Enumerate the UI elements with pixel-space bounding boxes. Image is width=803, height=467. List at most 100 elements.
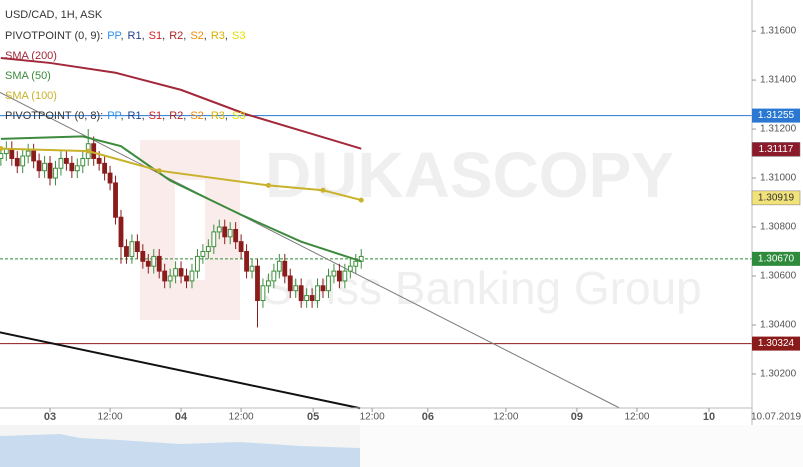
pivot-level: S3 — [232, 30, 245, 42]
candle-body — [129, 241, 135, 257]
pivot-level: S2 — [190, 110, 203, 122]
candle-body — [205, 246, 211, 253]
candle-body — [156, 255, 162, 272]
candle-body — [63, 157, 69, 164]
sma-point — [265, 182, 271, 188]
legend-entry: SMA (100) — [5, 90, 57, 102]
sma-point — [156, 168, 162, 174]
y-tick-label: 1.30200 — [760, 369, 797, 380]
x-tick-label: 12:00 — [229, 412, 254, 423]
candle-body — [69, 162, 75, 172]
candle-body — [145, 260, 151, 267]
pivot-separator: , — [225, 110, 228, 122]
x-tick-label: 06 — [422, 411, 434, 423]
candle-body — [293, 285, 299, 292]
sma-point — [0, 146, 4, 152]
x-tick-label: 03 — [44, 411, 56, 423]
y-tick-label: 1.30800 — [760, 222, 797, 233]
pivot-separator: , — [183, 110, 186, 122]
pivot-legend: PIVOTPOINT (0, 8): PP, R1, S1, R2, S2, R3, S3 — [5, 110, 245, 122]
candle-body — [336, 270, 342, 282]
x-tick-label: 12:00 — [98, 412, 123, 423]
price-label-bg — [752, 108, 800, 123]
candle-body — [309, 295, 315, 301]
legend-entry: SMA (50) — [5, 70, 51, 82]
sma-point — [320, 187, 326, 193]
candle-body — [227, 228, 233, 238]
sma-point — [358, 197, 364, 203]
pivot-level: R3 — [211, 30, 225, 42]
candle-body — [249, 265, 255, 272]
candle-body — [167, 275, 173, 282]
pivot-level: PP — [107, 110, 121, 122]
candle-body — [151, 255, 157, 267]
pivot-separator: , — [204, 30, 207, 42]
navigator-window — [360, 425, 803, 467]
pivot-separator: , — [162, 30, 165, 42]
pivot-separator: , — [142, 110, 145, 122]
sma-line — [0, 57, 362, 150]
candle-body — [195, 255, 200, 272]
candle-body — [140, 251, 146, 262]
candle-body — [353, 260, 359, 267]
candle-body — [211, 231, 217, 248]
candle-body — [320, 285, 326, 292]
candle-body — [331, 270, 337, 277]
x-tick-label: 10 — [703, 411, 715, 423]
y-tick-label: 1.31400 — [760, 75, 797, 86]
price-label: 1.30670 — [758, 253, 795, 264]
candle-body — [255, 265, 260, 301]
price-label-bg — [752, 336, 800, 351]
pivot-level: S1 — [149, 30, 162, 42]
candle-body — [58, 157, 64, 169]
pivot-level: R2 — [169, 30, 183, 42]
pivot-level: S2 — [190, 30, 203, 42]
candle-body — [0, 153, 4, 159]
candle-body — [233, 228, 239, 243]
navigator-area — [0, 434, 360, 467]
candle-body — [200, 251, 206, 257]
candle-body — [260, 285, 266, 301]
y-tick-label: 1.31600 — [760, 26, 797, 37]
pivot-level: R2 — [169, 110, 183, 122]
candle-body — [20, 155, 26, 167]
candle-body — [216, 226, 222, 233]
pivot-legend: PIVOTPOINT (0, 9): PP, R1, S1, R2, S2, R3, S3 — [5, 30, 245, 42]
candle-body — [14, 157, 20, 167]
pivot-separator: , — [162, 110, 165, 122]
x-tick-label: 12:00 — [493, 412, 518, 423]
candle-body — [298, 285, 304, 301]
trend-line — [0, 91, 621, 409]
candle-body — [189, 270, 195, 282]
pivot-legend-label: PIVOTPOINT (0, 9): — [5, 30, 103, 42]
pivot-level: S3 — [232, 110, 245, 122]
candle-body — [47, 162, 53, 179]
pivot-level: R1 — [128, 110, 142, 122]
axis-marker-bg — [751, 190, 801, 206]
candle-body — [173, 268, 179, 277]
candle-body — [276, 260, 282, 272]
axis-marker-label: 1.30919 — [758, 193, 795, 204]
watermark-brand: DUKASCOPY — [265, 139, 674, 211]
candle-body — [36, 160, 42, 172]
plot — [0, 57, 752, 410]
x-tick-label: 09 — [571, 411, 583, 423]
candle-body — [74, 165, 80, 172]
candle-body — [118, 216, 124, 248]
candle-body — [162, 270, 168, 282]
price-label: 1.30324 — [758, 338, 795, 349]
candle-body — [134, 241, 140, 253]
pivot-separator: , — [120, 110, 123, 122]
chart-title: USD/CAD, 1H, ASK — [5, 9, 103, 21]
candle-body — [238, 241, 244, 253]
candle-body — [315, 285, 320, 301]
candle-body — [96, 157, 102, 164]
pivot-separator: , — [120, 30, 123, 42]
x-tick-label: 05 — [307, 411, 319, 423]
candle-body — [266, 280, 271, 287]
pivot-separator: , — [225, 30, 228, 42]
pivot-level: PP — [107, 30, 121, 42]
pivot-legend-label: PIVOTPOINT (0, 8): — [5, 110, 103, 122]
candle-body — [271, 270, 277, 282]
